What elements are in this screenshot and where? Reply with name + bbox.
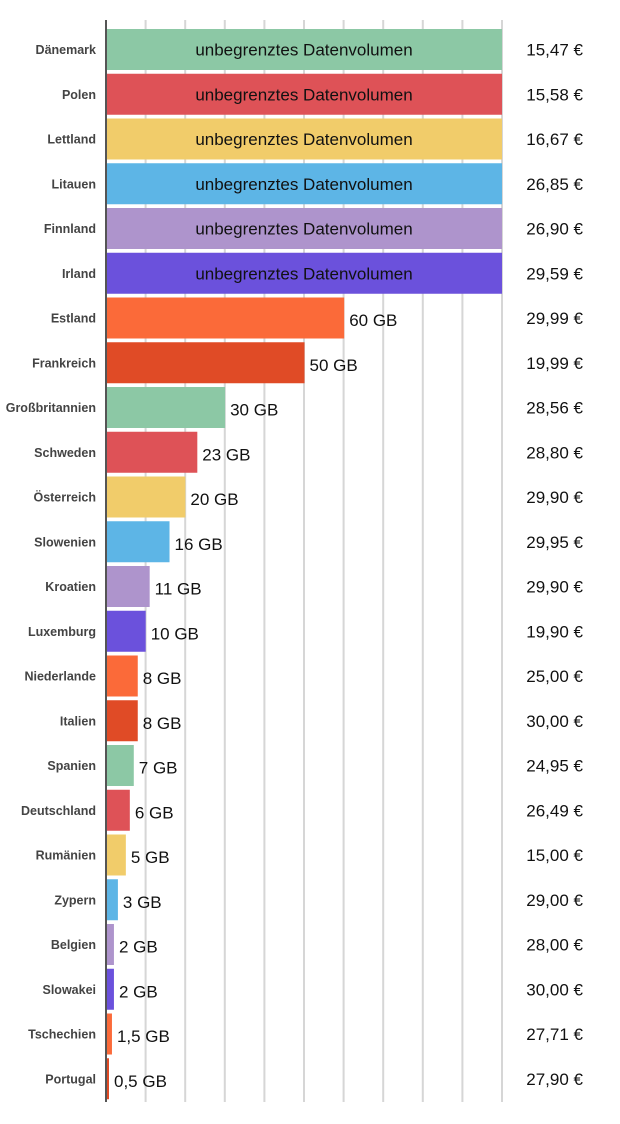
bar-label: 60 GB [349, 311, 397, 330]
price-label: 29,99 € [526, 309, 583, 328]
price-label: 26,85 € [526, 175, 583, 194]
category-label: Dänemark [36, 43, 96, 57]
price-label: 19,90 € [526, 622, 583, 641]
price-label: 30,00 € [526, 980, 583, 999]
bar [106, 789, 130, 831]
bar [106, 208, 502, 249]
bar-label: 2 GB [119, 938, 158, 957]
bars [106, 29, 502, 1100]
price-label: 29,95 € [526, 533, 583, 552]
bar [106, 73, 502, 115]
category-label: Slowakei [43, 983, 97, 997]
price-label: 24,95 € [526, 757, 583, 776]
bar-label: 50 GB [310, 356, 358, 375]
bar-label: unbegrenztes Datenvolumen [195, 130, 412, 149]
bar [106, 610, 146, 652]
labels: Dänemark unbegrenztes Datenvolumen 15,47 €… [6, 41, 584, 1091]
category-label: Portugal [45, 1072, 96, 1086]
bar [106, 924, 114, 965]
bar [106, 118, 502, 160]
bar [106, 879, 118, 921]
bar-label: 8 GB [143, 714, 182, 733]
category-label: Schweden [34, 446, 96, 460]
bar-label: 7 GB [139, 759, 178, 778]
category-label: Estland [51, 312, 96, 326]
category-label: Frankreich [32, 356, 96, 370]
category-label: Italien [60, 714, 96, 728]
bar-label: 0,5 GB [114, 1072, 167, 1091]
bar-label: 1,5 GB [117, 1027, 170, 1046]
price-label: 19,99 € [526, 354, 583, 373]
price-label: 27,71 € [526, 1025, 583, 1044]
bar [106, 1013, 112, 1055]
category-label: Belgien [51, 938, 96, 952]
price-label: 28,00 € [526, 936, 583, 955]
price-label: 29,90 € [526, 488, 583, 507]
bar [106, 968, 114, 1010]
bar-label: 6 GB [135, 803, 174, 822]
bar-label: 23 GB [202, 445, 250, 464]
price-label: 16,67 € [526, 130, 583, 149]
category-label: Luxemburg [28, 625, 96, 639]
price-label: 28,56 € [526, 399, 583, 418]
category-label: Spanien [47, 759, 96, 773]
bar-label: unbegrenztes Datenvolumen [195, 264, 412, 283]
bar-label: 8 GB [143, 669, 182, 688]
bar [106, 387, 226, 428]
price-label: 28,80 € [526, 443, 583, 462]
bar [106, 29, 502, 70]
bar [106, 700, 138, 742]
category-label: Litauen [52, 177, 96, 191]
price-label: 15,47 € [526, 41, 583, 60]
bar [106, 163, 502, 205]
bar-label: unbegrenztes Datenvolumen [195, 220, 412, 239]
bar-label: 16 GB [175, 535, 223, 554]
price-label: 29,59 € [526, 264, 583, 283]
bar [106, 297, 345, 339]
bar [106, 521, 170, 563]
price-label: 30,00 € [526, 712, 583, 731]
price-label: 27,90 € [526, 1070, 583, 1089]
bar-label: unbegrenztes Datenvolumen [195, 85, 412, 104]
bar-label: unbegrenztes Datenvolumen [195, 175, 412, 194]
price-label: 26,90 € [526, 220, 583, 239]
bar [106, 342, 305, 384]
price-label: 26,49 € [526, 801, 583, 820]
bar [106, 476, 186, 518]
bar-label: 30 GB [230, 401, 278, 420]
category-label: Österreich [33, 490, 96, 505]
price-label: 15,58 € [526, 85, 583, 104]
bar [106, 566, 150, 607]
bar-label: 20 GB [190, 490, 238, 509]
category-label: Deutschland [21, 804, 96, 818]
bar-label: 5 GB [131, 848, 170, 867]
category-label: Lettland [47, 133, 96, 147]
bar [106, 1058, 109, 1100]
category-label: Rumänien [36, 849, 96, 863]
category-label: Tschechien [28, 1028, 96, 1042]
bar-label: 2 GB [119, 982, 158, 1001]
category-label: Finnland [44, 222, 96, 236]
category-label: Kroatien [45, 580, 96, 594]
bar [106, 655, 138, 697]
price-label: 15,00 € [526, 846, 583, 865]
category-label: Großbritannien [6, 401, 96, 415]
bar-label: unbegrenztes Datenvolumen [195, 41, 412, 60]
bar [106, 252, 502, 294]
price-label: 25,00 € [526, 667, 583, 686]
category-label: Niederlande [24, 670, 96, 684]
bar [106, 834, 126, 876]
bar [106, 431, 198, 473]
bar-label: 10 GB [151, 624, 199, 643]
price-label: 29,00 € [526, 891, 583, 910]
category-label: Zypern [54, 893, 96, 907]
category-label: Slowenien [34, 535, 96, 549]
category-label: Polen [62, 88, 96, 102]
category-label: Irland [62, 267, 96, 281]
bar [106, 745, 134, 786]
bar-label: 3 GB [123, 893, 162, 912]
bar-label: 11 GB [155, 580, 202, 599]
price-label: 29,90 € [526, 578, 583, 597]
